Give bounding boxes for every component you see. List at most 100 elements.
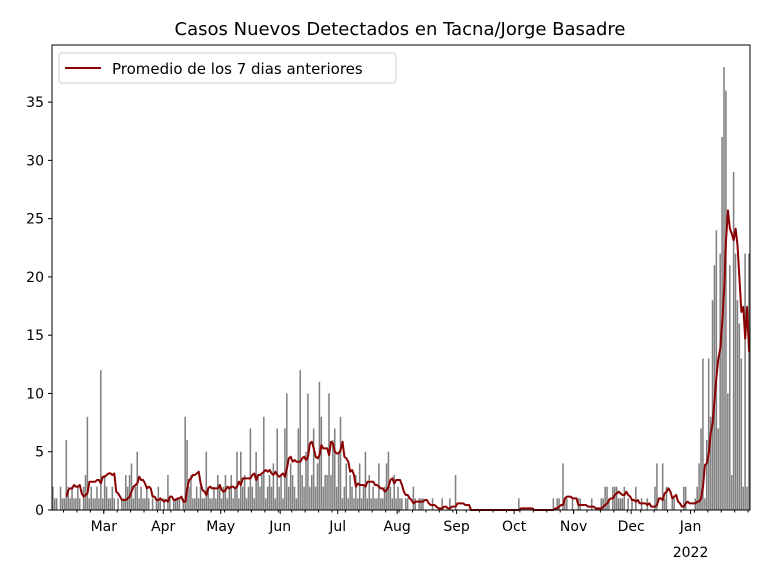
y-tick-label: 5 — [35, 445, 44, 461]
bar — [395, 498, 397, 510]
bar — [401, 498, 403, 510]
bar — [90, 486, 92, 510]
bar — [111, 486, 114, 510]
bar — [301, 475, 303, 510]
bar — [566, 498, 568, 510]
bar — [406, 498, 409, 510]
bar — [558, 498, 560, 510]
bar — [295, 498, 298, 510]
bar — [389, 486, 392, 510]
bar — [194, 498, 196, 510]
bar — [364, 451, 367, 510]
bar — [159, 498, 162, 510]
bar — [84, 475, 87, 510]
bar — [744, 253, 746, 511]
bar — [635, 486, 637, 510]
bar — [552, 498, 555, 510]
bar — [94, 498, 96, 510]
x-tick-label: Dec — [618, 519, 645, 535]
bar — [138, 498, 140, 510]
bar — [270, 486, 273, 510]
bar — [59, 486, 62, 510]
legend-label: Promedio de los 7 dias anteriores — [112, 60, 363, 78]
bar — [280, 475, 282, 510]
bar — [65, 440, 68, 510]
bar — [178, 498, 181, 510]
bar — [748, 253, 750, 511]
bar — [385, 463, 388, 510]
bar — [130, 463, 133, 510]
bar — [151, 498, 154, 510]
bar — [316, 463, 319, 510]
bar — [617, 498, 620, 510]
bar — [303, 486, 305, 510]
bar — [339, 416, 342, 510]
bar — [627, 498, 629, 510]
chart-title: Casos Nuevos Detectados en Tacna/Jorge B… — [175, 19, 626, 40]
bar — [366, 498, 369, 510]
bar — [729, 265, 731, 510]
bar — [608, 498, 610, 510]
axes-group: 0 5 10 15 20 25 30 35 Mar Apr May Jun Jul Aug Sep Oct No… — [26, 95, 749, 561]
x-tick-label: Apr — [151, 519, 175, 535]
bar — [454, 475, 457, 510]
bar — [705, 440, 708, 510]
bar — [571, 498, 574, 510]
bar — [602, 498, 604, 510]
bar — [243, 475, 246, 510]
bar — [132, 498, 135, 510]
bar — [113, 498, 115, 510]
bar — [707, 358, 710, 510]
x-tick-label: Jul — [328, 519, 346, 535]
y-tick-label: 20 — [26, 270, 44, 286]
bar — [324, 475, 326, 510]
bar — [422, 498, 424, 510]
bar — [52, 486, 54, 510]
bar — [702, 358, 704, 510]
bar — [663, 498, 666, 510]
bar — [370, 498, 372, 510]
bar — [211, 498, 213, 510]
bar — [293, 486, 296, 510]
bar — [661, 463, 664, 510]
bar — [232, 498, 234, 510]
bar — [291, 475, 294, 510]
bar — [245, 498, 248, 510]
bar — [684, 486, 687, 510]
bar — [100, 370, 102, 510]
bar — [176, 498, 179, 510]
bar — [284, 428, 286, 510]
bar — [209, 498, 211, 510]
bar — [169, 498, 171, 510]
average-line — [65, 209, 751, 511]
bar — [314, 486, 317, 510]
bar — [195, 486, 198, 510]
bar — [412, 486, 415, 510]
bar — [282, 498, 284, 510]
bar — [746, 486, 748, 510]
bar — [376, 498, 378, 510]
bar — [355, 475, 357, 510]
bar — [224, 475, 227, 510]
bar — [61, 498, 64, 510]
bar — [727, 393, 729, 510]
bar — [67, 486, 69, 510]
bar — [347, 498, 349, 510]
bar — [63, 498, 66, 510]
bar — [358, 463, 361, 510]
bar — [613, 486, 616, 510]
bar — [230, 475, 232, 510]
bar — [188, 486, 190, 510]
bar — [736, 300, 739, 510]
x-tick-label: Oct — [502, 519, 527, 535]
bar — [380, 498, 382, 510]
bar — [186, 440, 188, 510]
bar — [268, 475, 271, 510]
bar — [98, 498, 100, 510]
bar — [107, 498, 110, 510]
bar — [332, 440, 334, 510]
bar — [420, 498, 422, 510]
bar — [249, 428, 252, 510]
bar — [184, 416, 186, 510]
bar — [742, 486, 744, 510]
